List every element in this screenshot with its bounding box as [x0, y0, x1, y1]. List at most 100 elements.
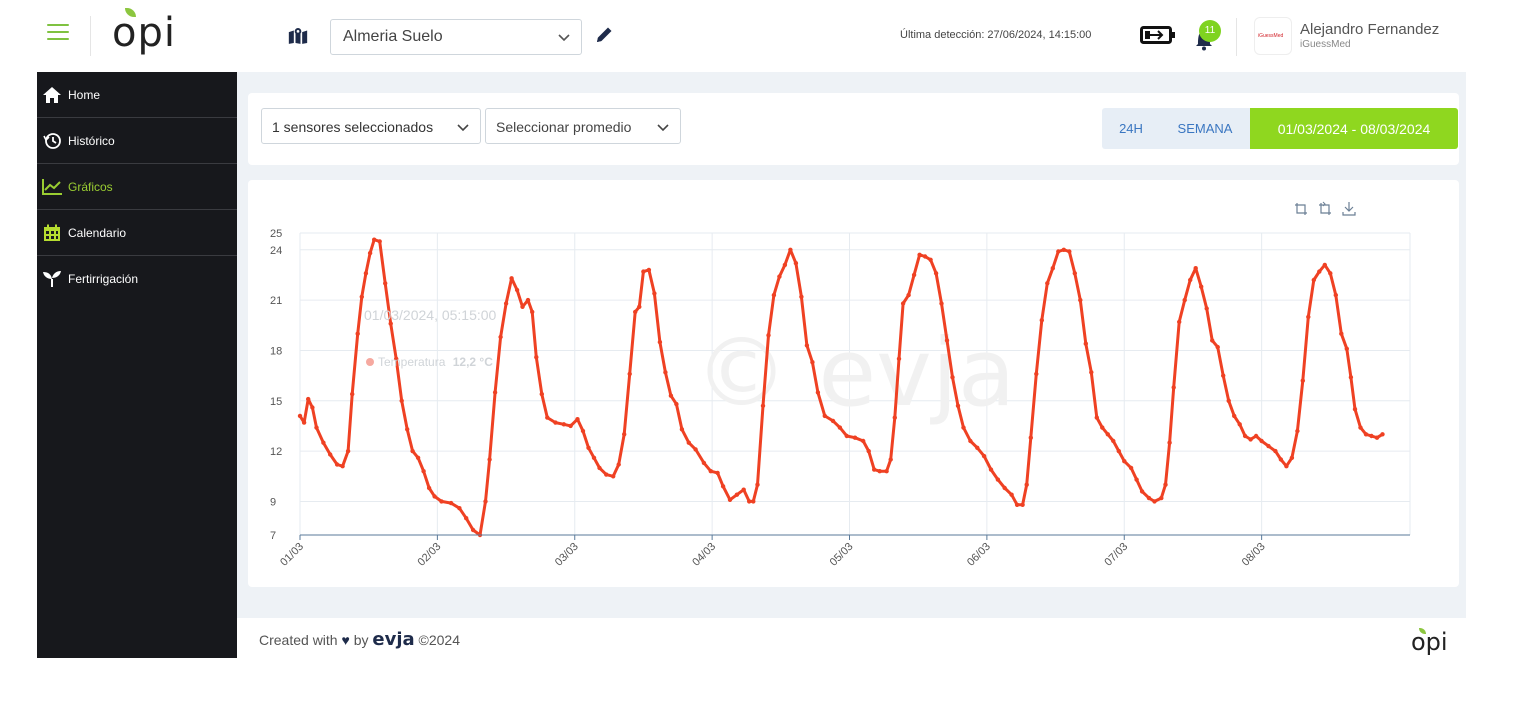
data-point[interactable] [633, 309, 638, 315]
data-point[interactable] [1322, 262, 1328, 268]
data-point[interactable] [405, 427, 410, 432]
data-point[interactable] [388, 321, 393, 326]
data-point[interactable] [686, 440, 691, 445]
pencil-icon[interactable] [594, 25, 614, 45]
data-point[interactable] [1284, 464, 1289, 469]
data-point[interactable] [394, 356, 399, 361]
data-point[interactable] [1348, 375, 1354, 380]
data-point[interactable] [1289, 455, 1295, 460]
data-point[interactable] [1177, 319, 1182, 325]
data-point[interactable] [896, 356, 902, 361]
data-point[interactable] [799, 294, 804, 299]
data-point[interactable] [306, 396, 311, 402]
data-point[interactable] [1009, 492, 1014, 497]
data-point[interactable] [580, 428, 586, 434]
data-point[interactable] [837, 425, 843, 430]
range-24h-button[interactable]: 24H [1102, 108, 1160, 149]
data-point[interactable] [906, 292, 911, 298]
data-point[interactable] [1317, 269, 1322, 274]
data-point[interactable] [1273, 448, 1278, 454]
data-point[interactable] [321, 440, 326, 445]
data-point[interactable] [975, 445, 980, 450]
data-point[interactable] [944, 338, 950, 343]
data-point[interactable] [900, 301, 906, 306]
data-point[interactable] [1034, 371, 1039, 377]
data-point[interactable] [646, 267, 652, 273]
data-point[interactable] [1014, 502, 1020, 507]
data-point[interactable] [1242, 433, 1248, 439]
data-point[interactable] [822, 413, 827, 419]
data-point[interactable] [1078, 297, 1083, 303]
data-point[interactable] [674, 401, 679, 407]
data-point[interactable] [487, 457, 492, 462]
data-point[interactable] [377, 239, 382, 244]
data-point[interactable] [1253, 433, 1259, 439]
data-point[interactable] [720, 484, 726, 489]
data-point[interactable] [301, 420, 307, 425]
user-name[interactable]: Alejandro Fernandez [1300, 21, 1440, 38]
data-point[interactable] [872, 467, 877, 472]
zoom-reset-icon[interactable] [1317, 201, 1333, 217]
data-point[interactable] [448, 500, 454, 506]
data-point[interactable] [1352, 407, 1358, 412]
data-point[interactable] [314, 425, 319, 430]
data-point[interactable] [708, 469, 713, 474]
data-point[interactable] [1237, 422, 1242, 427]
data-point[interactable] [727, 497, 733, 502]
data-point[interactable] [297, 413, 303, 419]
data-point[interactable] [747, 499, 752, 504]
data-point[interactable] [1089, 370, 1094, 375]
data-point[interactable] [917, 252, 922, 257]
data-point[interactable] [597, 465, 602, 471]
data-point[interactable] [888, 457, 893, 462]
data-point[interactable] [1163, 482, 1168, 487]
sidebar-item-home[interactable]: Home [37, 72, 237, 118]
data-point[interactable] [1020, 502, 1025, 507]
data-point[interactable] [553, 420, 558, 425]
data-point[interactable] [861, 438, 866, 444]
data-point[interactable] [483, 499, 488, 504]
data-point[interactable] [1182, 297, 1187, 303]
data-point[interactable] [955, 403, 961, 408]
data-point[interactable] [755, 482, 760, 487]
data-point[interactable] [359, 294, 364, 299]
data-point[interactable] [1024, 482, 1029, 487]
data-point[interactable] [657, 339, 663, 345]
download-icon[interactable] [1341, 201, 1357, 217]
data-point[interactable] [586, 445, 591, 450]
menu-icon[interactable] [47, 24, 69, 42]
data-point[interactable] [1100, 425, 1105, 430]
data-point[interactable] [788, 247, 793, 252]
data-point[interactable] [1344, 346, 1350, 351]
data-point[interactable] [1266, 443, 1271, 449]
sidebar-item-calendario[interactable]: Calendario [37, 210, 237, 256]
data-point[interactable] [575, 417, 580, 422]
data-point[interactable] [1259, 438, 1264, 444]
data-point[interactable] [884, 469, 889, 474]
data-point[interactable] [439, 499, 444, 504]
app-logo[interactable]: opi [112, 8, 176, 60]
range-week-button[interactable]: SEMANA [1160, 108, 1250, 149]
data-point[interactable] [741, 487, 746, 492]
data-point[interactable] [1369, 433, 1374, 439]
data-point[interactable] [492, 390, 498, 395]
data-point[interactable] [539, 391, 544, 397]
data-point[interactable] [1204, 306, 1209, 311]
data-point[interactable] [1152, 499, 1157, 504]
data-point[interactable] [1248, 437, 1253, 442]
data-point[interactable] [1111, 438, 1116, 444]
data-point[interactable] [1134, 477, 1139, 482]
data-point[interactable] [1167, 440, 1172, 445]
data-point[interactable] [1232, 413, 1237, 419]
sidebar-item-historico[interactable]: Histórico [37, 118, 237, 164]
avatar[interactable]: iGuessMed [1254, 17, 1292, 55]
data-point[interactable] [1311, 277, 1317, 283]
data-point[interactable] [950, 375, 955, 380]
data-point[interactable] [693, 447, 698, 452]
data-point[interactable] [340, 464, 345, 469]
data-point[interactable] [1193, 266, 1198, 271]
battery-charging-icon[interactable] [1140, 25, 1176, 45]
data-point[interactable] [1128, 465, 1134, 471]
data-point[interactable] [1056, 249, 1061, 254]
data-point[interactable] [968, 438, 973, 444]
